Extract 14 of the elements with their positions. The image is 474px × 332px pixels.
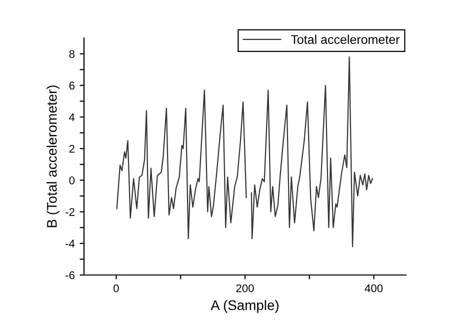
- y-tick-label: -6: [66, 271, 74, 280]
- y-axis-title: B (Total accelerometer): [46, 86, 60, 228]
- y-tick-label: 2: [69, 144, 74, 153]
- y-tick-label: 0: [69, 176, 75, 184]
- y-tick-label: -2: [66, 208, 74, 216]
- x-tick-label: 0: [114, 284, 119, 292]
- y-tick-label: -4: [66, 240, 75, 248]
- y-tick-label: 4: [69, 113, 75, 122]
- y-tick-label: 6: [69, 82, 74, 90]
- x-tick-label: 200: [236, 284, 254, 292]
- y-tick-label: 8: [69, 50, 74, 58]
- x-tick-label: 400: [364, 284, 383, 292]
- legend-label: Total accelerometer: [290, 34, 400, 44]
- x-axis-title: A (Sample): [210, 300, 278, 313]
